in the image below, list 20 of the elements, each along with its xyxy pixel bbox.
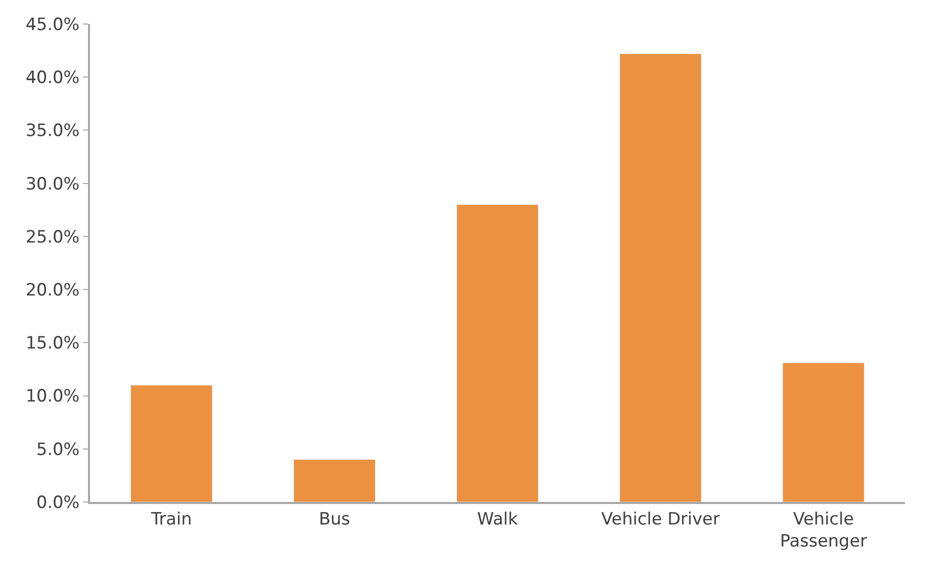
y-tick-label: 10.0%	[26, 386, 80, 407]
bar	[130, 384, 212, 502]
x-tick-label: Walk	[477, 509, 518, 530]
y-tick-label: 45.0%	[26, 14, 80, 35]
y-tick-label: 35.0%	[26, 121, 80, 142]
y-tick-label: 30.0%	[26, 174, 80, 194]
y-tick-label: 20.0%	[26, 280, 80, 301]
y-tick-label: 15.0%	[26, 334, 80, 354]
x-tick-label: Vehicle Passenger	[780, 509, 868, 552]
x-tick-label: Train	[150, 509, 192, 530]
x-tick-label: Bus	[318, 509, 350, 530]
y-tick-label: 40.0%	[26, 68, 80, 88]
bar	[782, 362, 864, 502]
bar	[456, 204, 538, 502]
y-tick-label: 5.0%	[36, 440, 80, 460]
bar	[294, 459, 376, 502]
x-tick-label: Vehicle Driver	[601, 509, 720, 530]
bar	[620, 53, 702, 502]
y-tick-label: 25.0%	[26, 227, 80, 248]
y-tick-label: 0.0%	[36, 492, 80, 513]
